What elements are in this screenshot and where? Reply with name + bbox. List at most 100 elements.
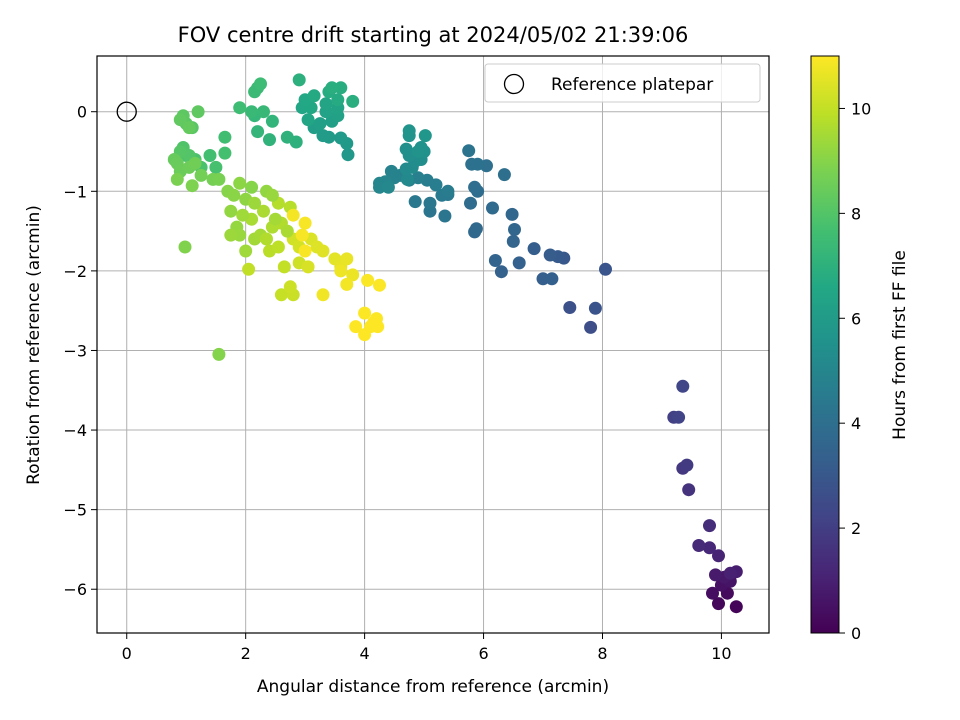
data-point	[283, 280, 297, 294]
data-point	[709, 568, 722, 582]
data-point	[242, 262, 256, 276]
data-point	[334, 81, 348, 95]
data-point	[265, 114, 279, 128]
data-point	[280, 224, 294, 238]
data-point	[301, 113, 315, 127]
colorbar-tick-label: 6	[851, 309, 861, 328]
data-point	[173, 113, 187, 127]
data-point	[257, 204, 270, 218]
data-point	[599, 262, 612, 276]
data-points	[116, 73, 743, 614]
legend-entry-label: Reference platepar	[551, 75, 713, 95]
x-tick-label: 4	[360, 644, 370, 663]
data-point	[706, 586, 719, 600]
data-point	[218, 146, 232, 160]
data-point	[236, 208, 250, 222]
legend-reference-marker	[503, 73, 525, 95]
data-point	[295, 228, 309, 242]
data-point	[464, 196, 477, 210]
x-tick-label: 10	[711, 644, 731, 663]
data-point	[218, 130, 232, 144]
data-point	[274, 288, 288, 302]
data-point	[349, 320, 363, 334]
data-point	[254, 77, 267, 91]
data-point	[313, 117, 327, 131]
data-point	[400, 172, 414, 186]
data-point	[373, 180, 386, 194]
legend: Reference platepar	[484, 63, 761, 103]
data-point	[676, 379, 690, 393]
data-point	[263, 133, 276, 147]
data-point	[346, 268, 360, 282]
data-point	[682, 483, 696, 497]
data-point	[277, 260, 291, 274]
data-point	[462, 144, 476, 158]
y-tick-label: −5	[63, 501, 87, 520]
x-axis-label: Angular distance from reference (arcmin)	[257, 677, 609, 697]
data-point	[486, 201, 499, 215]
data-point	[340, 252, 354, 266]
data-point	[471, 157, 485, 171]
data-point	[233, 101, 247, 115]
colorbar-tick-label: 0	[851, 624, 861, 643]
data-point	[381, 180, 395, 194]
x-tick-label: 2	[241, 644, 251, 663]
y-tick-label: −2	[63, 262, 87, 281]
data-point	[307, 89, 321, 103]
data-point	[527, 242, 541, 256]
data-point	[271, 240, 285, 254]
data-point	[298, 244, 312, 258]
data-point	[494, 265, 508, 279]
data-point	[194, 168, 208, 182]
data-point	[301, 260, 315, 274]
data-point	[227, 188, 241, 202]
data-point	[506, 234, 520, 248]
y-axis-label: Rotation from reference (arcmin)	[24, 205, 44, 485]
data-point	[402, 124, 416, 138]
data-point	[438, 209, 452, 223]
data-point	[692, 539, 706, 552]
y-tick-label: −6	[63, 580, 87, 599]
data-point	[729, 600, 743, 614]
data-point	[468, 180, 482, 194]
data-point	[536, 272, 550, 286]
data-point	[280, 130, 294, 144]
data-point	[248, 196, 262, 210]
data-point	[340, 277, 354, 291]
data-point	[325, 81, 339, 95]
data-point	[703, 541, 716, 555]
data-point	[185, 179, 199, 193]
colorbar-tick-label: 2	[851, 519, 861, 538]
data-point	[224, 228, 238, 242]
x-tick-label: 6	[478, 644, 488, 663]
data-point	[334, 264, 348, 278]
data-point	[260, 232, 273, 246]
y-tick-label: −1	[63, 182, 87, 201]
data-point	[588, 301, 602, 315]
data-point	[341, 148, 355, 162]
data-point	[497, 168, 511, 182]
data-point	[505, 207, 519, 221]
data-point	[358, 306, 372, 320]
data-point	[334, 131, 348, 145]
data-point	[423, 196, 437, 210]
chart-title: FOV centre drift starting at 2024/05/02 …	[178, 23, 689, 47]
colorbar-tick-label: 10	[851, 99, 871, 118]
data-point	[178, 240, 192, 254]
data-point	[316, 288, 330, 302]
grid	[97, 56, 769, 633]
data-point	[319, 97, 333, 111]
data-point	[543, 248, 557, 262]
data-point	[346, 94, 360, 108]
data-point	[233, 176, 247, 190]
y-tick-label: 0	[77, 103, 87, 122]
plot-frame	[96, 55, 770, 634]
data-point	[408, 195, 422, 209]
colorbar-gradient	[810, 55, 840, 634]
data-point	[680, 458, 694, 472]
data-point	[411, 145, 425, 158]
data-point	[224, 204, 238, 218]
data-point	[239, 244, 253, 258]
y-axis-ticks: 0 −1 −2 −3 −4 −5 −6	[63, 103, 97, 599]
data-point	[712, 549, 725, 563]
